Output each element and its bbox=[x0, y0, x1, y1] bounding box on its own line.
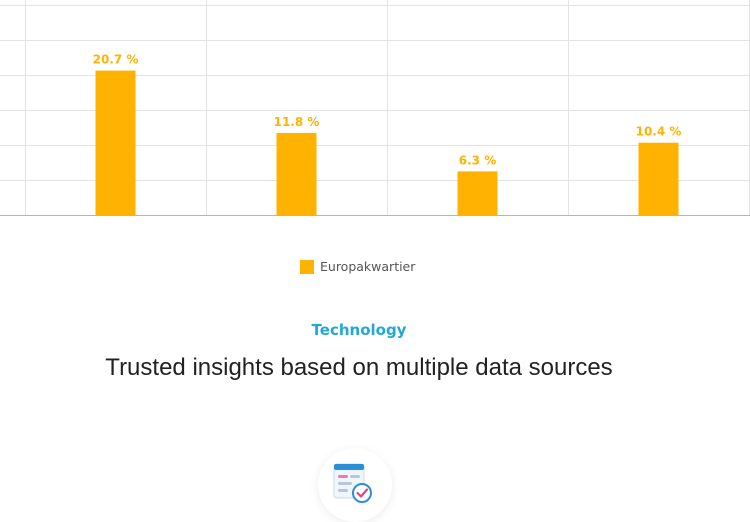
bar bbox=[95, 70, 136, 216]
data-label: 6.3 % bbox=[459, 153, 496, 167]
data-report-icon bbox=[318, 448, 392, 522]
chart-legend: Europakwartier bbox=[300, 259, 415, 274]
chart-data-labels: 20.7 % 11.8 % 6.3 % 10.4 % bbox=[93, 53, 682, 168]
bar bbox=[638, 142, 679, 216]
legend-label: Europakwartier bbox=[320, 259, 416, 274]
legend-swatch bbox=[300, 259, 314, 274]
section-headline: Trusted insights based on multiple data … bbox=[105, 354, 613, 381]
bar bbox=[457, 171, 498, 216]
data-label: 10.4 % bbox=[636, 125, 682, 139]
section-eyebrow: Technology bbox=[311, 321, 407, 339]
bar-chart: 20.7 % 11.8 % 6.3 % 10.4 % bbox=[0, 0, 750, 216]
chart-bars bbox=[95, 70, 679, 216]
data-label: 20.7 % bbox=[93, 53, 139, 67]
data-label: 11.8 % bbox=[274, 115, 320, 129]
bar bbox=[276, 132, 317, 216]
